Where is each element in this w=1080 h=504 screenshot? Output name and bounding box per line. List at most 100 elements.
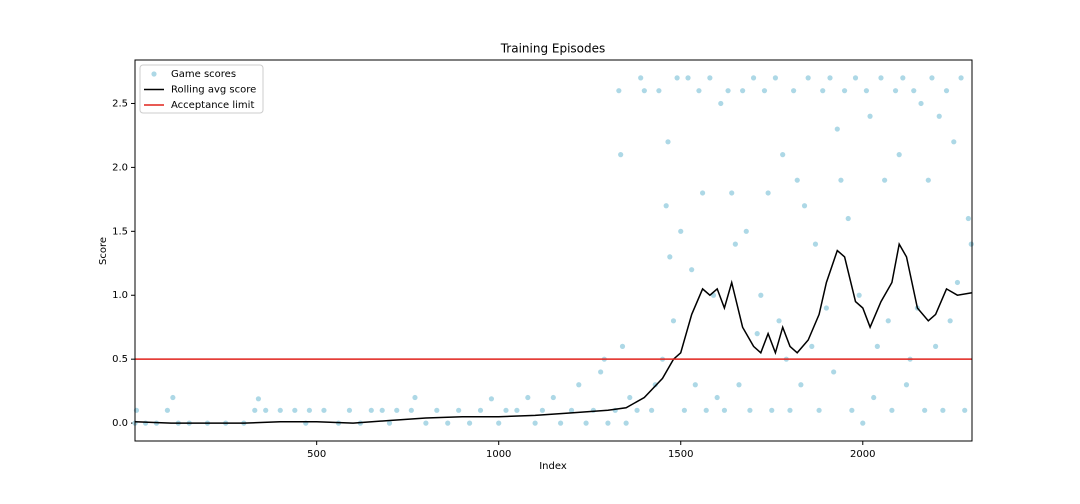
score-point <box>434 407 440 413</box>
y-tick-label: 2.5 <box>112 98 128 109</box>
score-point <box>539 407 545 413</box>
score-point <box>801 203 808 209</box>
score-point <box>674 75 680 81</box>
score-point <box>860 420 866 426</box>
axes-frame <box>134 59 973 442</box>
score-point <box>758 292 764 298</box>
legend-label: Acceptance limit <box>171 100 254 111</box>
score-point <box>732 241 738 247</box>
score-point <box>619 343 626 349</box>
score-point <box>794 177 800 183</box>
x-axis-label: Index <box>539 461 567 472</box>
score-point <box>477 407 484 413</box>
score-point <box>681 407 687 413</box>
legend-label: Rolling avg score <box>171 85 256 96</box>
score-point <box>707 75 713 81</box>
y-tick-label: 0.5 <box>112 354 128 365</box>
legend-box <box>139 64 264 114</box>
score-point <box>550 394 556 401</box>
score-point <box>845 215 851 222</box>
score-point <box>740 88 746 94</box>
score-point <box>496 420 502 426</box>
score-point <box>263 407 269 413</box>
score-point <box>503 407 509 413</box>
score-point <box>618 152 624 158</box>
y-tick-label: 1.5 <box>112 226 128 237</box>
score-point <box>747 407 753 413</box>
score-point <box>787 407 793 413</box>
score-point <box>900 75 906 81</box>
score-point <box>292 407 298 413</box>
score-point <box>940 407 946 413</box>
score-point <box>394 407 400 413</box>
legend-label: Game scores <box>171 69 236 80</box>
score-point <box>885 318 891 324</box>
score-point <box>849 407 855 413</box>
score-point <box>765 190 771 196</box>
score-point <box>703 407 709 413</box>
score-point <box>761 88 768 94</box>
score-point <box>892 88 899 94</box>
score-point <box>743 228 749 234</box>
score-point <box>386 420 393 426</box>
score-point <box>638 75 644 81</box>
score-point <box>514 407 520 413</box>
score-point <box>769 407 775 413</box>
score-point <box>943 88 950 94</box>
score-point <box>954 279 961 286</box>
score-point <box>729 190 735 196</box>
score-point <box>791 88 797 94</box>
score-point <box>827 75 833 81</box>
score-point <box>874 343 880 349</box>
score-point <box>714 394 720 401</box>
score-point <box>838 177 844 183</box>
score-point <box>936 113 942 119</box>
score-point <box>670 318 677 324</box>
score-point <box>871 394 877 401</box>
score-point <box>882 177 888 183</box>
score-point <box>947 318 953 324</box>
score-point <box>951 139 957 145</box>
score-point <box>754 331 760 337</box>
score-point <box>820 88 826 94</box>
score-point <box>911 88 917 94</box>
score-point <box>725 88 731 94</box>
score-point <box>306 407 312 413</box>
x-tick-label: 1000 <box>486 449 511 460</box>
score-point <box>557 420 564 426</box>
score-point <box>656 88 662 94</box>
score-point <box>772 75 779 81</box>
score-point <box>780 152 786 158</box>
score-point <box>903 382 910 388</box>
score-point <box>689 267 695 273</box>
score-point <box>863 88 870 94</box>
score-point <box>750 75 757 81</box>
score-point <box>823 305 829 311</box>
score-point <box>925 177 931 183</box>
y-tick-label: 2.0 <box>112 162 128 173</box>
score-point <box>841 88 848 94</box>
score-point <box>445 420 451 426</box>
score-point <box>164 407 171 413</box>
score-point <box>627 394 633 401</box>
score-point <box>456 407 462 413</box>
score-point <box>962 407 968 413</box>
x-tick-label: 1500 <box>668 449 693 460</box>
score-point <box>170 394 176 401</box>
rolling-avg-line <box>134 241 973 424</box>
score-point <box>834 126 840 132</box>
score-point <box>142 420 149 426</box>
score-point <box>665 139 671 145</box>
score-point <box>867 113 873 119</box>
legend-swatch <box>151 71 157 77</box>
score-point <box>667 254 673 260</box>
score-point <box>255 396 262 402</box>
score-point <box>576 382 582 388</box>
score-point <box>889 407 895 413</box>
score-point <box>965 215 971 222</box>
score-point <box>412 394 418 401</box>
score-point <box>856 292 862 298</box>
score-point <box>368 407 374 413</box>
score-point <box>918 100 924 107</box>
